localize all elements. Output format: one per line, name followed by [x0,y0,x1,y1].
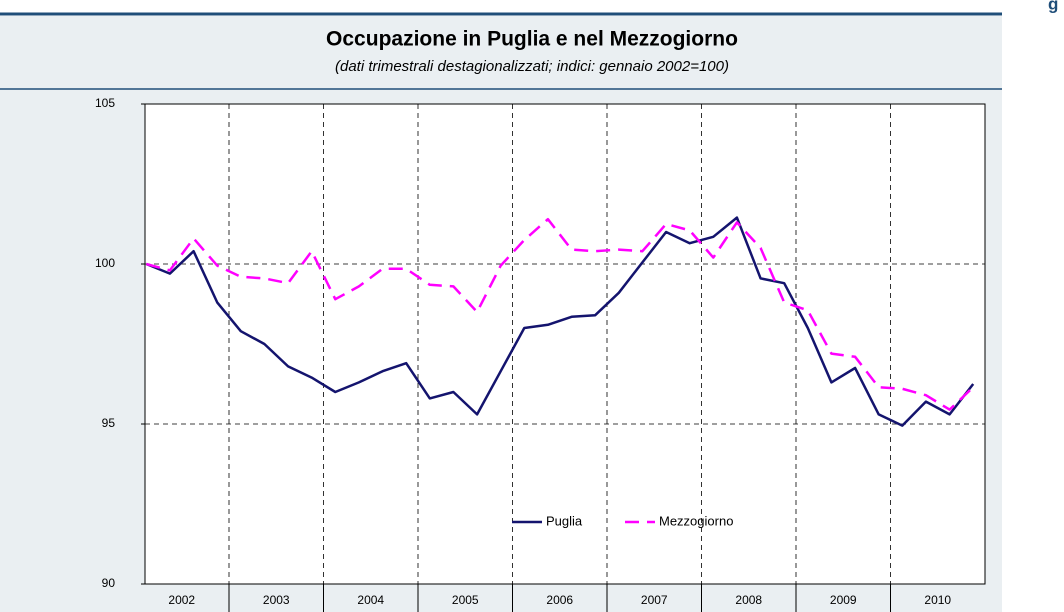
legend-label: Puglia [546,513,583,528]
series-line [145,217,975,411]
x-tick-label: 2003 [263,593,290,607]
y-tick-label: 90 [102,576,116,590]
x-tick-label: 2006 [546,593,573,607]
x-tick-label: 2004 [357,593,384,607]
x-tick-label: 2007 [641,593,668,607]
plot-area [144,103,986,585]
legend-label: Mezzogiorno [659,513,733,528]
series-line [145,216,975,427]
chart-title: Occupazione in Puglia e nel Mezzogiorno [326,28,738,51]
header-fragment: g [1048,0,1058,13]
x-tick-label: 2010 [924,593,951,607]
y-tick-label: 100 [95,256,115,270]
y-tick-label: 105 [95,96,115,110]
y-tick-label: 95 [102,416,116,430]
chart-subtitle: (dati trimestrali destagionalizzati; ind… [335,58,729,75]
x-tick-label: 2005 [452,593,479,607]
x-tick-label: 2008 [735,593,762,607]
x-tick-label: 2002 [168,593,195,607]
x-tick-label: 2009 [830,593,857,607]
